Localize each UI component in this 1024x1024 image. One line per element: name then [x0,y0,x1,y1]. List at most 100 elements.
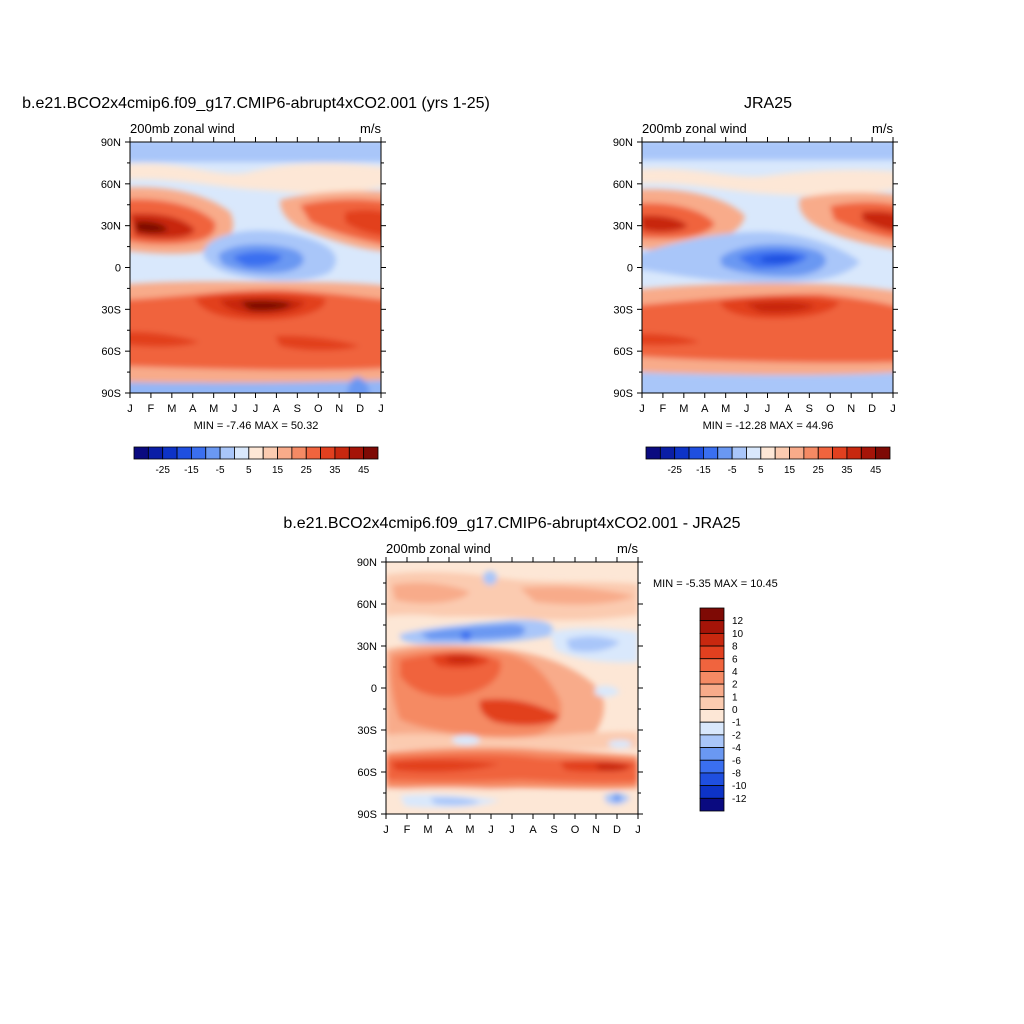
colorbar-swatch [699,709,725,723]
panel1-colorbar: -25 -15 -5 5 15 25 35 45 [133,446,379,476]
colorbar-swatch [277,446,293,460]
y-tick-label: 30S [357,725,377,737]
x-tick-label: F [660,403,667,415]
colorbar-swatch [817,446,833,460]
colorbar-swatch [699,658,725,672]
colorbar-label: -10 [732,781,747,792]
y-tick-label: 90N [101,137,121,149]
x-tick-label: D [356,403,364,415]
colorbar-label: 6 [732,654,738,665]
colorbar-swatch [875,446,891,460]
colorbar-swatch [699,772,725,787]
colorbar-swatch [860,446,877,460]
x-tick-label: M [209,403,218,415]
x-tick-label: A [529,824,537,836]
colorbar-swatch [291,446,307,460]
x-tick-label: N [847,403,855,415]
colorbar-label: 8 [732,642,738,653]
panel1-min-max: MIN = -7.46 MAX = 50.32 [194,420,319,432]
y-tick-label: 90S [613,388,633,400]
x-tick-label: J [378,403,384,415]
colorbar-swatch [133,446,149,460]
colorbar-label: 4 [732,667,738,678]
x-tick-label: J [765,403,771,415]
colorbar-label: -25 [155,465,170,476]
panel2-units-label: m/s [872,121,893,136]
colorbar-label: 15 [272,465,284,476]
y-tick-label: 60N [357,599,377,611]
colorbar-label: -15 [184,465,199,476]
x-tick-label: F [148,403,155,415]
colorbar-swatch [731,446,747,460]
colorbar-swatch [699,645,725,660]
colorbar-swatch [320,446,336,460]
colorbar-swatch [699,747,725,761]
colorbar-label: 45 [358,465,370,476]
panel3-title: b.e21.BCO2x4cmip6.f09_g17.CMIP6-abrupt4x… [283,515,740,532]
y-tick-label: 0 [627,263,633,275]
y-tick-label: 90S [357,809,377,821]
colorbar-swatch [803,446,819,460]
colorbar-swatch [699,785,725,799]
x-tick-label: S [550,824,557,836]
panel1-contour-field [130,142,381,393]
colorbar-label: -2 [732,730,741,741]
colorbar-label: 15 [784,465,796,476]
colorbar-label: 2 [732,680,738,691]
colorbar-swatch [774,446,790,460]
x-tick-label: J [127,403,133,415]
y-tick-label: 60S [357,767,377,779]
colorbar-label: 10 [732,629,744,640]
panel2-colorbar: -25 -15 -5 5 15 25 35 45 [645,446,891,476]
colorbar-label: 35 [841,465,853,476]
panel1-title: b.e21.BCO2x4cmip6.f09_g17.CMIP6-abrupt4x… [22,95,490,112]
colorbar-swatch [717,446,733,460]
x-tick-label: S [806,403,813,415]
colorbar-swatch [248,446,264,460]
y-tick-label: 30S [101,304,121,316]
panel2-title: JRA25 [744,95,792,112]
colorbar-label: -15 [696,465,711,476]
colorbar-label: -5 [728,465,737,476]
panel1-variable-label: 200mb zonal wind [130,121,235,136]
y-tick-label: 0 [115,263,121,275]
y-tick-label: 90N [357,557,377,569]
colorbar-label: -12 [732,794,747,805]
colorbar-swatch [191,446,207,460]
x-tick-label: J [509,824,515,836]
colorbar-swatch [760,446,776,460]
x-tick-label: O [314,403,323,415]
y-tick-label: 30S [613,304,633,316]
colorbar-swatch [699,683,725,698]
colorbar-swatch [699,797,725,812]
colorbar-label: -4 [732,743,741,754]
y-tick-label: 0 [371,683,377,695]
x-tick-label: J [639,403,645,415]
colorbar-swatch [334,446,350,460]
colorbar-swatch [699,759,725,774]
x-tick-label: A [701,403,709,415]
x-tick-label: A [189,403,197,415]
y-tick-label: 60N [613,179,633,191]
panel3-min-max: MIN = -5.35 MAX = 10.45 [653,578,778,590]
x-tick-label: J [635,824,641,836]
y-tick-label: 30N [357,641,377,653]
colorbar-swatch [645,446,661,460]
colorbar-swatch [305,446,321,460]
colorbar-swatch [699,671,725,685]
colorbar-swatch [699,734,725,748]
y-tick-label: 90S [101,388,121,400]
colorbar-swatch [832,446,848,460]
colorbar-label: -8 [732,768,741,779]
colorbar-swatch [674,446,690,460]
x-tick-label: M [465,824,474,836]
colorbar-swatch [699,721,725,736]
y-tick-label: 60N [101,179,121,191]
colorbar-swatch [363,446,379,460]
y-tick-label: 90N [613,137,633,149]
